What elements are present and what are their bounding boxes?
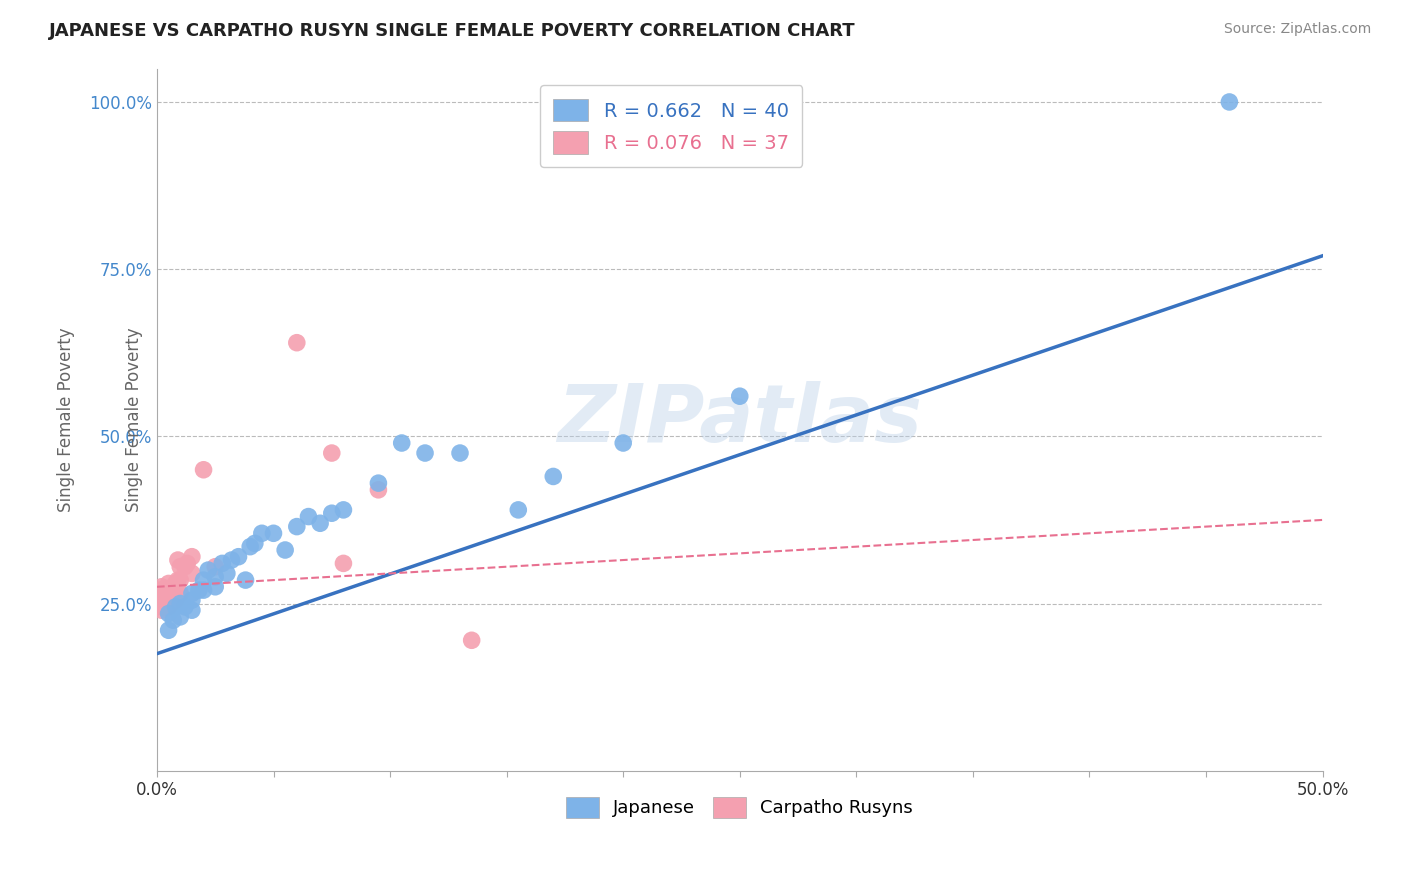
Point bbox=[508, 503, 530, 517]
Point bbox=[169, 597, 191, 611]
Point bbox=[160, 586, 183, 600]
Point bbox=[176, 557, 198, 571]
Point bbox=[221, 553, 243, 567]
Point bbox=[169, 586, 191, 600]
Point bbox=[150, 580, 173, 594]
Point bbox=[153, 593, 176, 607]
Point bbox=[228, 549, 250, 564]
Point bbox=[285, 519, 308, 533]
Point bbox=[167, 553, 190, 567]
Point bbox=[165, 593, 187, 607]
Point bbox=[197, 563, 219, 577]
Point bbox=[167, 573, 190, 587]
Point bbox=[146, 599, 169, 614]
Point bbox=[250, 526, 273, 541]
Text: ZIPatlas: ZIPatlas bbox=[557, 381, 922, 458]
Point bbox=[169, 559, 191, 574]
Point bbox=[263, 526, 285, 541]
Point bbox=[165, 576, 187, 591]
Point bbox=[612, 436, 634, 450]
Point bbox=[162, 580, 184, 594]
Point bbox=[235, 573, 257, 587]
Point bbox=[204, 570, 226, 584]
Point bbox=[728, 389, 751, 403]
Point bbox=[180, 566, 202, 581]
Point bbox=[215, 566, 238, 581]
Point bbox=[169, 610, 191, 624]
Point bbox=[165, 599, 187, 614]
Point bbox=[146, 590, 169, 604]
Point bbox=[204, 580, 226, 594]
Text: JAPANESE VS CARPATHO RUSYN SINGLE FEMALE POVERTY CORRELATION CHART: JAPANESE VS CARPATHO RUSYN SINGLE FEMALE… bbox=[49, 22, 856, 40]
Point bbox=[165, 583, 187, 598]
Point bbox=[180, 549, 202, 564]
Point bbox=[460, 633, 482, 648]
Point bbox=[157, 593, 180, 607]
Point bbox=[449, 446, 471, 460]
Legend: Japanese, Carpatho Rusyns: Japanese, Carpatho Rusyns bbox=[560, 789, 921, 825]
Point bbox=[193, 573, 215, 587]
Point bbox=[367, 476, 389, 491]
Point bbox=[174, 559, 197, 574]
Point bbox=[413, 446, 436, 460]
Point bbox=[1218, 95, 1240, 109]
Point bbox=[332, 503, 354, 517]
Point bbox=[160, 597, 183, 611]
Y-axis label: Single Female Poverty: Single Female Poverty bbox=[125, 327, 143, 512]
Text: Source: ZipAtlas.com: Source: ZipAtlas.com bbox=[1223, 22, 1371, 37]
Point bbox=[162, 613, 184, 627]
Point bbox=[309, 516, 332, 531]
Point bbox=[155, 590, 177, 604]
Point bbox=[321, 506, 343, 520]
Point bbox=[543, 469, 565, 483]
Point bbox=[157, 586, 180, 600]
Point bbox=[157, 576, 180, 591]
Point bbox=[148, 583, 170, 598]
Point bbox=[180, 586, 202, 600]
Point bbox=[169, 573, 191, 587]
Point bbox=[157, 624, 180, 638]
Point bbox=[211, 557, 233, 571]
Point bbox=[193, 463, 215, 477]
Point bbox=[148, 593, 170, 607]
Point bbox=[332, 557, 354, 571]
Point bbox=[174, 599, 197, 614]
Point bbox=[204, 559, 226, 574]
Point bbox=[391, 436, 413, 450]
Y-axis label: Single Female Poverty: Single Female Poverty bbox=[58, 327, 75, 512]
Point bbox=[150, 590, 173, 604]
Point bbox=[180, 593, 202, 607]
Point bbox=[157, 607, 180, 621]
Point bbox=[150, 603, 173, 617]
Point bbox=[274, 543, 297, 558]
Point bbox=[367, 483, 389, 497]
Point bbox=[321, 446, 343, 460]
Point bbox=[193, 583, 215, 598]
Point bbox=[297, 509, 319, 524]
Point bbox=[180, 603, 202, 617]
Point bbox=[285, 335, 308, 350]
Point bbox=[153, 599, 176, 614]
Point bbox=[187, 583, 209, 598]
Point bbox=[243, 536, 266, 550]
Point bbox=[239, 540, 262, 554]
Point bbox=[155, 583, 177, 598]
Point bbox=[157, 599, 180, 614]
